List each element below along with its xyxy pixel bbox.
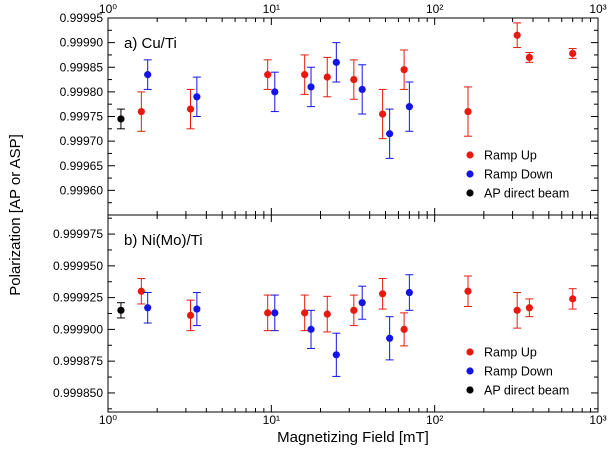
x-tick-label-bottom: 10⁰	[99, 413, 117, 427]
data-point	[358, 299, 366, 307]
x-tick-label-top: 10¹	[263, 2, 280, 16]
data-point	[186, 311, 195, 320]
data-point	[332, 58, 340, 66]
data-point	[307, 83, 315, 91]
data-point	[193, 93, 201, 101]
x-tick-label-top: 10²	[426, 2, 443, 16]
data-point	[332, 351, 340, 359]
data-point	[569, 49, 577, 58]
data-point	[400, 66, 408, 74]
data-point	[271, 88, 279, 96]
legend-marker	[466, 367, 474, 375]
y-tick-label: 0.999975	[53, 227, 103, 241]
data-point	[405, 288, 413, 297]
data-point	[144, 71, 152, 79]
x-tick-label-bottom: 10¹	[263, 413, 280, 427]
data-point	[117, 115, 125, 123]
data-point	[350, 306, 358, 314]
legend-label: AP direct beam	[484, 187, 569, 201]
data-point	[513, 306, 521, 314]
data-point	[379, 110, 387, 118]
data-point	[569, 295, 577, 303]
data-point	[464, 287, 472, 295]
data-point	[271, 309, 279, 317]
y-tick-label: 0.99995	[60, 11, 104, 25]
data-point	[525, 53, 533, 62]
data-point	[464, 107, 472, 116]
data-point	[323, 310, 331, 318]
data-point	[264, 71, 272, 79]
y-tick-label: 0.99970	[60, 134, 104, 148]
data-point	[323, 73, 331, 81]
y-tick-label: 0.99980	[60, 85, 104, 99]
legend-marker	[466, 348, 474, 356]
data-point	[358, 85, 366, 94]
data-point	[301, 309, 309, 317]
legend-label: Ramp Down	[484, 168, 553, 182]
y-tick-label: 0.99965	[60, 159, 104, 173]
data-point	[137, 107, 145, 116]
y-tick-label: 0.99990	[60, 36, 104, 50]
y-tick-label: 0.999950	[53, 259, 103, 273]
legend-label: AP direct beam	[484, 384, 569, 398]
y-tick-label: 0.999925	[53, 291, 103, 305]
panel-label: a) Cu/Ti	[124, 35, 177, 52]
y-tick-label: 0.99960	[60, 183, 104, 197]
legend-marker	[466, 189, 474, 197]
legend-label: Ramp Down	[484, 365, 553, 379]
y-tick-label: 0.99985	[60, 60, 104, 74]
data-point	[307, 325, 315, 333]
x-axis-title: Magnetizing Field [mT]	[277, 429, 429, 446]
data-point	[386, 334, 394, 342]
data-point	[525, 304, 533, 312]
y-tick-label: 0.999900	[53, 322, 103, 336]
y-tick-label: 0.999850	[53, 386, 103, 400]
legend-label: Ramp Up	[484, 149, 537, 163]
data-point	[117, 306, 125, 314]
data-point	[193, 305, 201, 313]
data-point	[264, 309, 272, 317]
panel-label: b) Ni(Mo)/Ti	[124, 232, 203, 249]
y-tick-label: 0.99975	[60, 110, 104, 124]
x-tick-label-bottom: 10²	[426, 413, 443, 427]
x-tick-label-top: 10⁰	[99, 2, 117, 16]
legend-label: Ramp Up	[484, 346, 537, 360]
data-point	[350, 75, 358, 84]
legend-marker	[466, 151, 474, 159]
data-point	[137, 287, 145, 295]
data-point	[379, 290, 387, 298]
data-point	[513, 31, 521, 39]
data-point	[144, 304, 152, 312]
x-tick-label-top: 10³	[589, 2, 606, 16]
data-point	[400, 325, 408, 333]
data-point	[186, 105, 195, 113]
legend-marker	[466, 170, 474, 178]
y-axis-title: Polarization [AP or ASP]	[7, 134, 24, 295]
panel-frame	[107, 17, 599, 216]
data-point	[301, 71, 309, 79]
y-tick-label: 0.999875	[53, 354, 103, 368]
data-point	[386, 130, 394, 138]
x-tick-label-bottom: 10³	[589, 413, 606, 427]
legend-marker	[466, 386, 474, 394]
data-point	[405, 103, 413, 111]
